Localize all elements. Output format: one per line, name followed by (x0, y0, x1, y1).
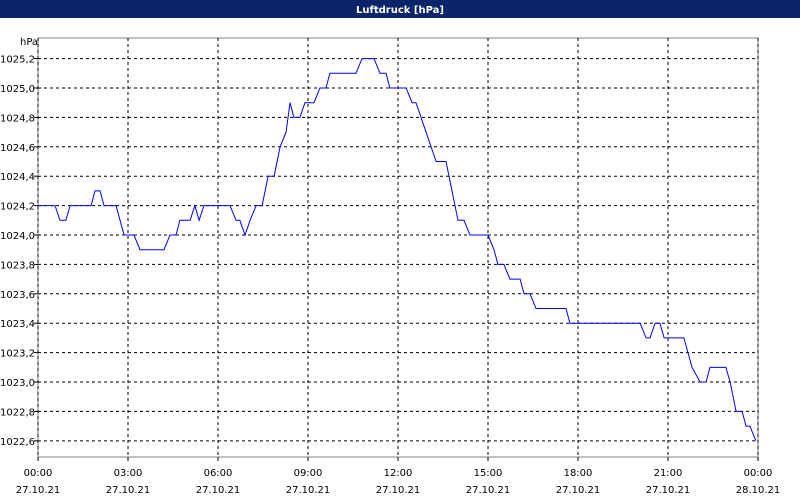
x-tick-date: 27.10.21 (646, 485, 691, 496)
y-tick-label: 1024,0 (0, 231, 35, 242)
x-tick-label: 09:00 (294, 468, 323, 479)
y-tick-label: 1022,8 (0, 407, 35, 418)
y-tick-label: 1023,6 (0, 290, 35, 301)
x-tick-date: 27.10.21 (196, 485, 241, 496)
y-tick-label: 1022,6 (0, 437, 35, 448)
x-tick-label: 06:00 (204, 468, 233, 479)
x-tick-label: 12:00 (384, 468, 413, 479)
x-tick-label: 18:00 (564, 468, 593, 479)
x-tick-date: 27.10.21 (106, 485, 151, 496)
y-tick-label: 1024,8 (0, 113, 35, 124)
y-tick-label: 1024,4 (0, 172, 35, 183)
x-tick-label: 21:00 (654, 468, 683, 479)
y-tick-label: 1023,8 (0, 260, 35, 271)
x-tick-label: 00:00 (24, 468, 53, 479)
x-tick-date: 27.10.21 (466, 485, 511, 496)
y-tick-label: 1024,2 (0, 202, 35, 213)
data-line (38, 58, 757, 442)
x-tick-label: 15:00 (474, 468, 503, 479)
y-tick-label: 1023,4 (0, 319, 35, 330)
y-tick-label: 1023,0 (0, 378, 35, 389)
x-tick-date: 27.10.21 (286, 485, 331, 496)
x-tick-date: 27.10.21 (376, 485, 421, 496)
y-tick-label: 1025,0 (0, 84, 35, 95)
x-tick-date: 27.10.21 (16, 485, 61, 496)
y-axis-label: hPa (20, 37, 38, 48)
chart-title: Luftdruck [hPa] (356, 5, 444, 16)
title-bar (0, 0, 800, 18)
y-tick-label: 1024,6 (0, 143, 35, 154)
x-tick-date: 28.10.21 (736, 485, 781, 496)
x-tick-label: 00:00 (744, 468, 773, 479)
y-tick-label: 1025,2 (0, 55, 35, 66)
x-tick-date: 27.10.21 (556, 485, 601, 496)
x-tick-label: 03:00 (114, 468, 143, 479)
y-tick-label: 1023,2 (0, 349, 35, 360)
